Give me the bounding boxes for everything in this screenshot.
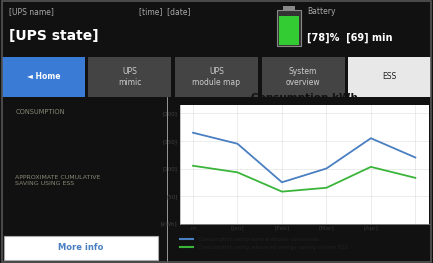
Text: System
overview: System overview: [286, 67, 320, 87]
Text: UPS
mimic: UPS mimic: [118, 67, 142, 87]
Text: [78]%  [69] min: [78]% [69] min: [307, 33, 393, 43]
Text: [UPS name]: [UPS name]: [9, 7, 54, 16]
Text: [627] kWh: [627] kWh: [15, 137, 112, 155]
FancyBboxPatch shape: [277, 10, 301, 46]
FancyBboxPatch shape: [348, 57, 431, 97]
FancyBboxPatch shape: [88, 57, 171, 97]
Text: Battery: Battery: [307, 7, 336, 16]
FancyBboxPatch shape: [4, 236, 158, 260]
Text: [time]  [date]: [time] [date]: [139, 7, 190, 16]
Text: ◄ Home: ◄ Home: [26, 72, 60, 82]
Text: [127] kWh: [127] kWh: [15, 213, 112, 231]
Text: UPS
module map: UPS module map: [193, 67, 240, 87]
FancyBboxPatch shape: [175, 57, 258, 97]
Text: More info: More info: [58, 243, 104, 252]
FancyBboxPatch shape: [262, 57, 345, 97]
FancyBboxPatch shape: [283, 6, 295, 10]
FancyBboxPatch shape: [279, 16, 299, 45]
FancyBboxPatch shape: [2, 57, 85, 97]
Title: Consumption kWh: Consumption kWh: [251, 93, 358, 103]
Text: CONSUMPTION: CONSUMPTION: [15, 109, 65, 115]
Text: ESS: ESS: [383, 72, 397, 82]
Text: [UPS state]: [UPS state]: [9, 29, 98, 43]
Text: APPROXIMATE CUMULATIVE
SAVING USING ESS: APPROXIMATE CUMULATIVE SAVING USING ESS: [15, 175, 100, 186]
Legend: Consumption using normal double conversion, Consumption using advanced energy sa: Consumption using normal double conversi…: [178, 235, 350, 252]
